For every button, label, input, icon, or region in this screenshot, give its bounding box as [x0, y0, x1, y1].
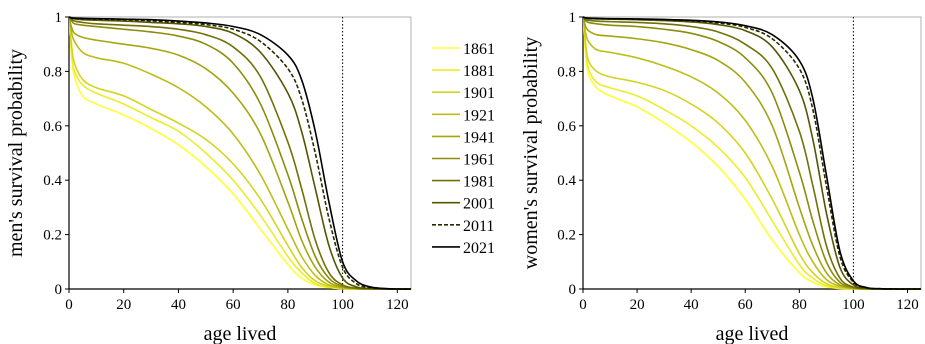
y-tick-label: 0.4	[557, 173, 576, 189]
legend-label: 1941	[463, 129, 495, 146]
x-tick-label: 80	[792, 297, 807, 313]
y-axis-title: women's survival probability	[520, 37, 542, 269]
y-tick-label: 0.4	[43, 173, 62, 189]
legend-label: 1881	[463, 63, 495, 80]
legend-label: 2011	[463, 218, 494, 235]
y-tick-label: 0.6	[557, 119, 576, 135]
series-line-2021	[69, 16, 411, 290]
series-line-1961	[69, 16, 411, 290]
y-tick-label: 0.8	[557, 64, 576, 80]
y-tick-label: 0.6	[43, 119, 62, 135]
x-tick-label: 0	[65, 297, 73, 313]
x-tick-label: 60	[226, 297, 241, 313]
x-tick-label: 40	[171, 297, 186, 313]
plot-frame	[68, 16, 412, 290]
x-tick-label: 120	[896, 297, 919, 313]
y-axis-title: men's survival probability	[5, 49, 27, 257]
legend-label: 1981	[463, 174, 495, 191]
legend-label: 1861	[463, 41, 495, 58]
series-line-1941	[69, 16, 411, 290]
series-line-2021	[583, 16, 921, 290]
y-tick-label: 0	[569, 282, 577, 298]
x-axis-title: age lived	[716, 323, 789, 344]
series-line-2011	[583, 16, 921, 290]
legend-label: 2021	[463, 240, 495, 257]
series-line-1921	[69, 16, 411, 290]
y-tick-label: 1	[55, 10, 63, 26]
series-line-2011	[69, 16, 411, 290]
x-tick-label: 100	[331, 297, 354, 313]
x-tick-label: 20	[630, 297, 645, 313]
y-tick-label: 0.2	[43, 228, 62, 244]
x-tick-label: 40	[684, 297, 699, 313]
y-tick-label: 0.2	[557, 228, 576, 244]
series-line-2001	[69, 16, 411, 290]
legend: 1861 1881 1901 1921 1941 1961 1981 2001 2011 2021	[432, 41, 495, 257]
legend-label: 1901	[463, 85, 495, 102]
y-tick-label: 0	[55, 282, 63, 298]
legend-label: 1961	[463, 152, 495, 169]
y-tick-label: 0.8	[43, 64, 62, 80]
women-chart: 0 20 40 60 80 100 120 0 0.2 0.4 0.6 0.8 1 age lived wo…	[520, 10, 922, 344]
series-line-1881	[69, 16, 411, 290]
series-line-1921	[583, 16, 921, 290]
y-tick-label: 1	[569, 10, 577, 26]
series-line-1901	[69, 16, 411, 290]
series-line-1861	[69, 16, 411, 290]
x-tick-label: 80	[280, 297, 295, 313]
x-tick-label: 60	[738, 297, 753, 313]
legend-label: 2001	[463, 196, 495, 213]
x-tick-label: 120	[386, 297, 409, 313]
x-axis-title: age lived	[204, 323, 277, 344]
x-tick-label: 0	[579, 297, 587, 313]
x-tick-label: 20	[116, 297, 131, 313]
x-tick-label: 100	[842, 297, 865, 313]
legend-label: 1921	[463, 107, 495, 124]
series-line-1981	[69, 16, 411, 290]
men-chart: 0 20 40 60 80 100 120 0 0.2 0.4 0.6 0.8 1 age lived me…	[5, 10, 495, 344]
